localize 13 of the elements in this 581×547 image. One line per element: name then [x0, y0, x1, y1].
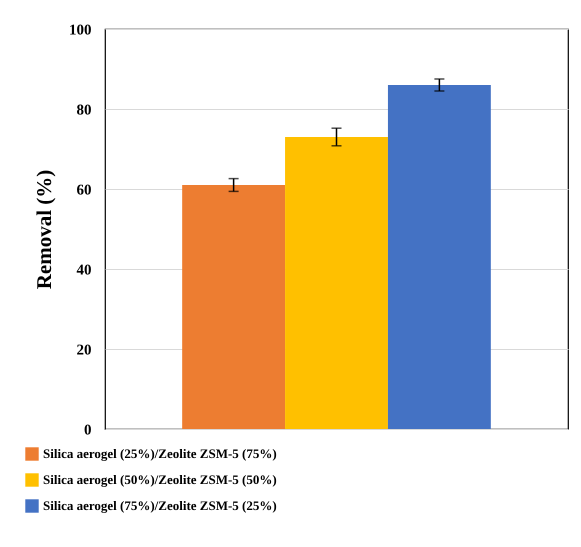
- y-tick-label: 100: [69, 22, 92, 38]
- y-tick-label: 60: [76, 182, 92, 198]
- bar: [182, 185, 286, 429]
- y-tick-label: 20: [76, 342, 92, 358]
- y-tick-label: 40: [76, 262, 92, 278]
- legend-label: Silica aerogel (25%)/Zeolite ZSM-5 (75%): [43, 446, 277, 461]
- legend-label: Silica aerogel (75%)/Zeolite ZSM-5 (25%): [43, 498, 277, 513]
- legend-label: Silica aerogel (50%)/Zeolite ZSM-5 (50%): [43, 472, 277, 487]
- y-tick-label: 0: [84, 422, 92, 438]
- y-tick-label: 80: [76, 102, 92, 118]
- y-axis-title: Removal (%): [32, 170, 56, 290]
- bar: [388, 85, 491, 429]
- bar: [285, 137, 388, 429]
